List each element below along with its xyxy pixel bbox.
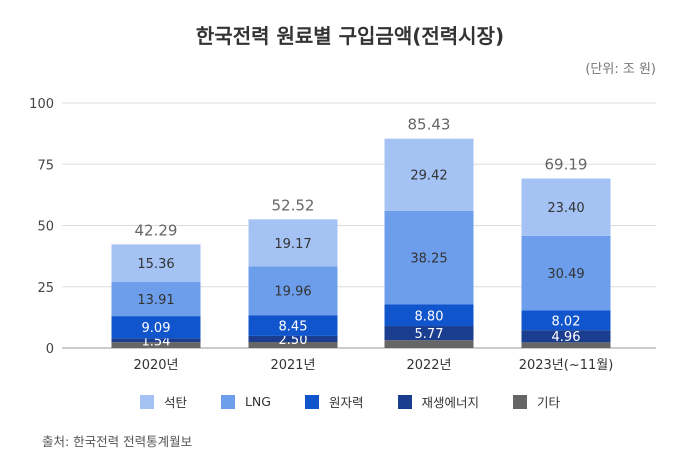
bar-segment <box>248 342 338 348</box>
total-label: 42.29 <box>135 221 178 239</box>
data-label: 30.49 <box>547 267 584 282</box>
data-label: 9.09 <box>142 321 171 336</box>
data-label: 4.96 <box>552 330 581 345</box>
x-tick-label: 2020년 <box>133 358 178 373</box>
bar-segment <box>248 219 338 267</box>
legend-label: 재생에너지 <box>421 395 480 410</box>
bar-segment <box>521 178 611 236</box>
bar-segment <box>384 210 474 305</box>
bar-segment <box>111 316 201 339</box>
x-tick-label: 2021년 <box>270 358 315 373</box>
unit-label: (단위: 조 원) <box>585 62 656 77</box>
legend-item: 재생에너지 <box>397 392 480 411</box>
bar-segment <box>111 342 201 348</box>
bar-segment <box>248 266 338 316</box>
y-tick-label: 100 <box>29 97 54 112</box>
x-tick-label: 2022년 <box>406 358 451 373</box>
legend-item: 기타 <box>513 392 560 411</box>
total-label: 69.19 <box>545 155 588 173</box>
legend-label: LNG <box>244 394 271 409</box>
legend-item: LNG <box>220 392 271 411</box>
data-label: 5.77 <box>415 327 444 342</box>
legend-label: 석탄 <box>163 395 187 410</box>
bar-segment <box>111 338 201 343</box>
data-label: 19.96 <box>274 285 311 300</box>
data-label: 8.02 <box>552 314 581 329</box>
total-label: 85.43 <box>408 116 451 134</box>
bar-segment <box>521 330 611 343</box>
y-tick-label: 0 <box>46 342 54 357</box>
data-label: 8.80 <box>415 309 444 324</box>
legend-swatch <box>397 394 412 409</box>
data-label: 38.25 <box>410 252 447 267</box>
legend-item: 원자력 <box>304 392 364 411</box>
chart-title: 한국전력 원료별 구입금액(전력시장) <box>195 24 505 48</box>
data-label: 15.36 <box>137 257 174 272</box>
bar-segment <box>521 235 611 311</box>
data-label: 2.50 <box>279 333 308 348</box>
bar-segment <box>111 282 201 317</box>
bar-segment <box>521 342 611 348</box>
legend-label: 기타 <box>537 395 561 410</box>
legend-swatch <box>220 394 235 409</box>
y-tick-label: 25 <box>37 281 54 296</box>
legend-swatch <box>513 394 528 409</box>
data-label: 29.42 <box>410 169 447 184</box>
data-label: 19.17 <box>274 237 311 252</box>
bar-segment <box>384 304 474 327</box>
y-tick-label: 75 <box>37 158 54 173</box>
bar-segment <box>248 315 338 336</box>
legend-label: 원자력 <box>328 395 364 410</box>
data-label: 23.40 <box>547 201 584 216</box>
y-tick-label: 50 <box>37 220 54 235</box>
x-tick-label: 2023년(~11월) <box>519 358 614 373</box>
bar-segment <box>384 340 474 348</box>
data-label: 13.91 <box>137 293 174 308</box>
bar-segment <box>521 310 611 331</box>
chart-legend: 석탄 LNG 원자력 재생에너지 기타 <box>0 392 700 411</box>
bar-segment <box>384 138 474 211</box>
bar-segment <box>248 335 338 343</box>
legend-swatch <box>139 394 154 409</box>
legend-item: 석탄 <box>139 392 187 411</box>
source-note: 출처: 한국전력 전력통계월보 <box>42 434 193 449</box>
legend-swatch <box>304 394 319 409</box>
bar-segment <box>384 326 474 341</box>
data-label: 8.45 <box>279 320 308 335</box>
bar-segment <box>111 244 201 283</box>
total-label: 52.52 <box>272 196 315 214</box>
